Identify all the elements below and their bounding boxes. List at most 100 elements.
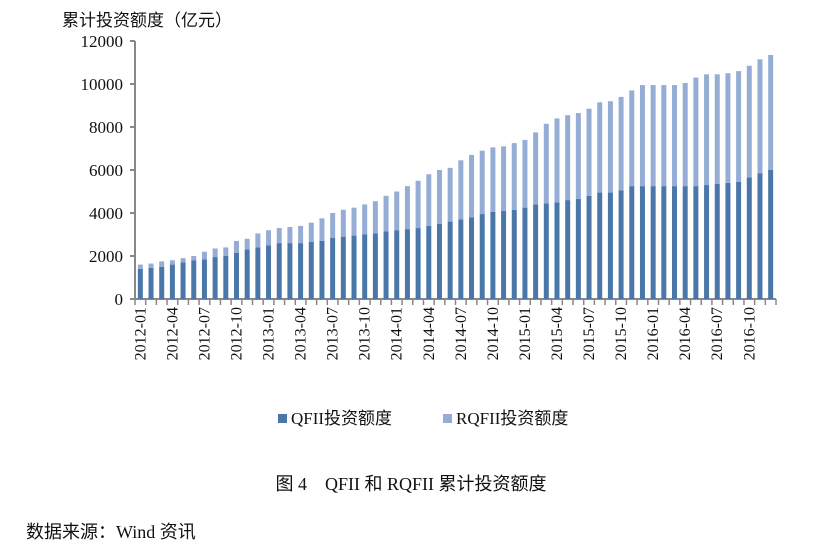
bar-qfii xyxy=(661,186,667,299)
bar-rqfii xyxy=(554,118,560,203)
bar-qfii xyxy=(746,177,752,299)
bar-qfii xyxy=(255,247,261,299)
bar-qfii xyxy=(426,225,432,299)
bar-rqfii xyxy=(704,74,710,186)
bar-rqfii xyxy=(351,207,357,236)
bar-rqfii xyxy=(736,71,742,182)
bar-rqfii xyxy=(725,73,731,183)
bar-rqfii xyxy=(746,65,752,178)
bar-qfii xyxy=(287,243,293,299)
bar-rqfii xyxy=(244,238,250,250)
bar-rqfii xyxy=(490,147,496,212)
x-tick-label: 2013-04 xyxy=(293,307,310,360)
bar-qfii xyxy=(768,170,774,299)
bar-rqfii xyxy=(639,85,645,187)
y-tick-label: 12000 xyxy=(81,32,124,51)
bar-rqfii xyxy=(650,85,656,187)
bar-rqfii xyxy=(661,85,667,187)
bar-rqfii xyxy=(565,115,571,201)
x-tick-label: 2012-01 xyxy=(132,307,149,360)
bar-rqfii xyxy=(511,143,517,210)
bar-qfii xyxy=(672,186,678,299)
x-tick-label: 2014-01 xyxy=(389,307,406,360)
bar-rqfii xyxy=(233,240,239,253)
bar-rqfii xyxy=(543,123,549,204)
y-tick-label: 4000 xyxy=(89,204,123,223)
bar-qfii xyxy=(469,217,475,299)
bar-qfii xyxy=(308,242,314,299)
bar-qfii xyxy=(554,202,560,299)
bar-qfii xyxy=(629,186,635,299)
bar-qfii xyxy=(522,207,528,299)
x-tick-label: 2016-07 xyxy=(709,307,726,360)
x-tick-label: 2016-04 xyxy=(677,307,694,360)
legend-label: RQFII投资额度 xyxy=(456,409,568,428)
bar-qfii xyxy=(479,214,485,299)
bar-rqfii xyxy=(394,191,400,231)
bar-rqfii xyxy=(148,263,154,268)
bar-rqfii xyxy=(319,218,325,241)
bar-qfii xyxy=(639,186,645,299)
bar-qfii xyxy=(704,185,710,299)
bar-qfii xyxy=(650,186,656,299)
bar-qfii xyxy=(383,231,389,299)
bar-qfii xyxy=(276,243,282,299)
bar-rqfii xyxy=(768,54,774,170)
bar-qfii xyxy=(565,200,571,299)
x-tick-label: 2013-01 xyxy=(261,307,278,360)
figure-caption: 图 4 QFII 和 RQFII 累计投资额度 xyxy=(275,474,547,494)
bar-rqfii xyxy=(447,167,453,222)
x-tick-label: 2012-04 xyxy=(164,307,181,360)
x-tick-label: 2013-07 xyxy=(325,307,342,360)
bar-rqfii xyxy=(436,170,442,224)
bar-rqfii xyxy=(255,233,261,248)
bar-rqfii xyxy=(340,209,346,237)
bar-qfii xyxy=(607,192,613,299)
bar-qfii xyxy=(757,173,763,299)
bar-qfii xyxy=(682,186,688,299)
x-tick-label: 2015-10 xyxy=(613,307,630,360)
x-tick-label: 2014-04 xyxy=(421,307,438,360)
bar-rqfii xyxy=(137,264,143,269)
bar-qfii xyxy=(362,234,368,299)
bar-rqfii xyxy=(501,146,507,211)
bar-qfii xyxy=(714,183,720,299)
bar-rqfii xyxy=(575,113,581,200)
bar-rqfii xyxy=(757,59,763,174)
bar-qfii xyxy=(330,237,336,299)
bar-rqfii xyxy=(159,261,165,267)
bar-qfii xyxy=(340,236,346,299)
bar-qfii xyxy=(266,245,272,299)
bar-rqfii xyxy=(586,108,592,196)
bar-rqfii xyxy=(404,186,410,230)
bar-rqfii xyxy=(169,260,175,265)
bar-qfii xyxy=(233,252,239,299)
bar-rqfii xyxy=(362,204,368,235)
y-tick-label: 0 xyxy=(115,290,124,309)
x-tick-label: 2016-01 xyxy=(645,307,662,360)
bar-qfii xyxy=(180,262,186,299)
bar-qfii xyxy=(404,229,410,299)
bar-rqfii xyxy=(223,247,229,256)
bar-qfii xyxy=(212,257,218,299)
bar-rqfii xyxy=(693,77,699,187)
bar-rqfii xyxy=(383,195,389,232)
bar-qfii xyxy=(586,195,592,299)
bar-rqfii xyxy=(180,258,186,263)
bar-qfii xyxy=(490,211,496,299)
x-tick-label: 2015-07 xyxy=(581,307,598,360)
bar-qfii xyxy=(533,204,539,299)
bar-rqfii xyxy=(212,248,218,258)
bar-rqfii xyxy=(597,102,603,193)
bar-qfii xyxy=(736,181,742,299)
bar-qfii xyxy=(597,192,603,299)
bar-rqfii xyxy=(298,225,304,244)
bar-rqfii xyxy=(308,222,314,243)
bar-qfii xyxy=(447,221,453,299)
bar-qfii xyxy=(244,249,250,299)
bar-rqfii xyxy=(276,228,282,244)
bar-qfii xyxy=(148,267,154,299)
bar-qfii xyxy=(351,235,357,299)
bar-rqfii xyxy=(330,213,336,238)
bar-rqfii xyxy=(201,251,207,260)
